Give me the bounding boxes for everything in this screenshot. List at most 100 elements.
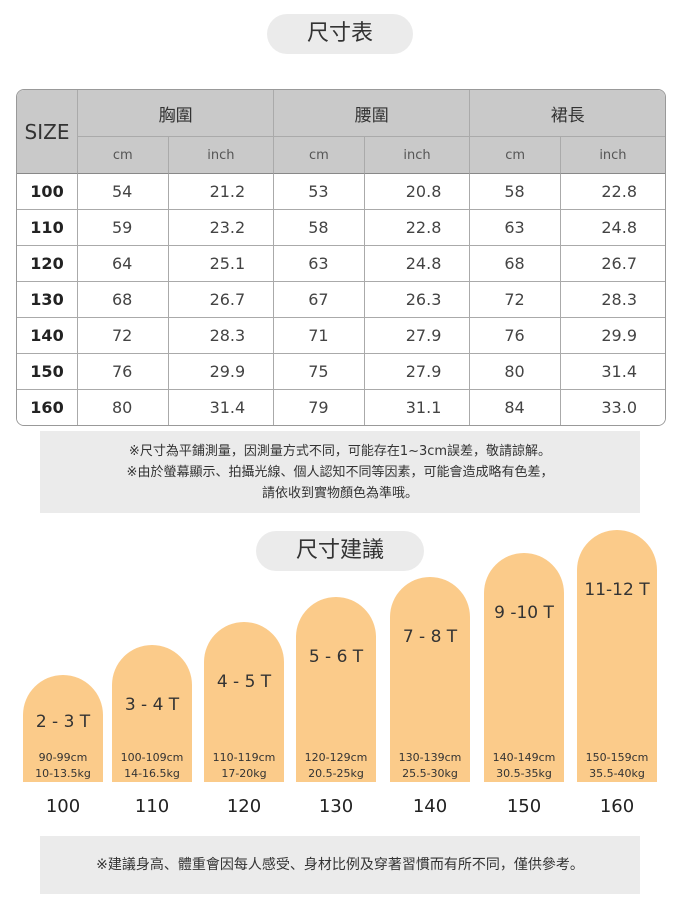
size-advice-bar: 2 - 3 T 90-99cm 10-13.5kg bbox=[23, 675, 103, 782]
inch-cell: 29.9 bbox=[168, 354, 275, 390]
cm-cell: 68 bbox=[78, 282, 169, 318]
age-label: 5 - 6 T bbox=[308, 647, 364, 667]
height-range: 140-149cm bbox=[492, 751, 556, 764]
unit-header: inch bbox=[364, 137, 471, 174]
unit-header: inch bbox=[168, 137, 275, 174]
height-range: 110-119cm bbox=[212, 751, 276, 764]
size-advice-bar: 7 - 8 T 130-139cm 25.5-30kg bbox=[390, 577, 470, 782]
size-axis-label: 100 bbox=[45, 796, 81, 817]
size-cell: 130 bbox=[17, 282, 78, 318]
cm-cell: 76 bbox=[470, 318, 561, 354]
age-label: 3 - 4 T bbox=[124, 695, 180, 715]
size-axis-label: 110 bbox=[134, 796, 170, 817]
size-cell: 110 bbox=[17, 210, 78, 246]
inch-cell: 31.4 bbox=[560, 354, 665, 390]
height-range: 90-99cm bbox=[38, 751, 88, 764]
size-axis-label: 150 bbox=[506, 796, 542, 817]
unit-header: cm bbox=[274, 137, 365, 174]
height-range: 130-139cm bbox=[398, 751, 462, 764]
unit-header: cm bbox=[78, 137, 169, 174]
table-row: 130 68 26.7 67 26.3 72 28.3 bbox=[17, 282, 665, 318]
inch-cell: 25.1 bbox=[168, 246, 275, 282]
size-axis-label: 160 bbox=[599, 796, 635, 817]
inch-cell: 31.1 bbox=[364, 390, 471, 425]
cm-cell: 80 bbox=[78, 390, 169, 425]
inch-cell: 23.2 bbox=[168, 210, 275, 246]
advice-note: ※建議身高、體重會因每人感受、身材比例及穿著習慣而有所不同，僅供參考。 bbox=[40, 836, 640, 894]
inch-cell: 21.2 bbox=[168, 174, 275, 210]
size-cell: 120 bbox=[17, 246, 78, 282]
note-line: ※尺寸為平鋪測量，因測量方式不同，可能存在1~3cm誤差，敬請諒解。 bbox=[128, 444, 552, 459]
skirt-length-header: 裙長 bbox=[470, 90, 665, 137]
cm-cell: 72 bbox=[78, 318, 169, 354]
weight-range: 25.5-30kg bbox=[402, 767, 458, 780]
size-chart-title: 尺寸表 bbox=[267, 14, 413, 54]
weight-range: 17-20kg bbox=[221, 767, 267, 780]
cm-cell: 54 bbox=[78, 174, 169, 210]
inch-cell: 26.3 bbox=[364, 282, 471, 318]
size-advice-bar: 11-12 T 150-159cm 35.5-40kg bbox=[577, 530, 657, 782]
note-line: 請依收到實物顏色為準哦。 bbox=[261, 486, 418, 501]
size-advice-bar: 9 -10 T 140-149cm 30.5-35kg bbox=[484, 553, 564, 782]
cm-cell: 79 bbox=[274, 390, 365, 425]
size-table: SIZE 胸圍 腰圍 裙長 cm inch cm inch cm inch 10… bbox=[16, 89, 666, 426]
cm-cell: 80 bbox=[470, 354, 561, 390]
inch-cell: 22.8 bbox=[560, 174, 665, 210]
inch-cell: 24.8 bbox=[560, 210, 665, 246]
size-axis-label: 120 bbox=[226, 796, 262, 817]
cm-cell: 75 bbox=[274, 354, 365, 390]
table-row: 150 76 29.9 75 27.9 80 31.4 bbox=[17, 354, 665, 390]
cm-cell: 59 bbox=[78, 210, 169, 246]
cm-cell: 63 bbox=[274, 246, 365, 282]
weight-range: 14-16.5kg bbox=[124, 767, 180, 780]
size-advice-bar: 4 - 5 T 110-119cm 17-20kg bbox=[204, 622, 284, 782]
size-cell: 160 bbox=[17, 390, 78, 425]
inch-cell: 31.4 bbox=[168, 390, 275, 425]
inch-cell: 24.8 bbox=[364, 246, 471, 282]
age-label: 9 -10 T bbox=[494, 603, 554, 623]
cm-cell: 67 bbox=[274, 282, 365, 318]
weight-range: 20.5-25kg bbox=[308, 767, 364, 780]
size-axis-label: 130 bbox=[318, 796, 354, 817]
height-range: 100-109cm bbox=[120, 751, 184, 764]
inch-cell: 28.3 bbox=[560, 282, 665, 318]
table-row: 140 72 28.3 71 27.9 76 29.9 bbox=[17, 318, 665, 354]
size-cell: 140 bbox=[17, 318, 78, 354]
inch-cell: 26.7 bbox=[168, 282, 275, 318]
inch-cell: 22.8 bbox=[364, 210, 471, 246]
cm-cell: 64 bbox=[78, 246, 169, 282]
size-cell: 100 bbox=[17, 174, 78, 210]
cm-cell: 63 bbox=[470, 210, 561, 246]
waist-header: 腰圍 bbox=[274, 90, 471, 137]
chest-header: 胸圍 bbox=[78, 90, 275, 137]
measurement-note: ※尺寸為平鋪測量，因測量方式不同，可能存在1~3cm誤差，敬請諒解。 ※由於螢幕… bbox=[40, 431, 640, 513]
inch-cell: 27.9 bbox=[364, 318, 471, 354]
cm-cell: 58 bbox=[274, 210, 365, 246]
age-label: 7 - 8 T bbox=[402, 627, 458, 647]
height-range: 120-129cm bbox=[304, 751, 368, 764]
age-label: 2 - 3 T bbox=[35, 712, 91, 732]
table-row: 100 54 21.2 53 20.8 58 22.8 bbox=[17, 174, 665, 210]
age-label: 4 - 5 T bbox=[216, 672, 272, 692]
size-column-header: SIZE bbox=[17, 90, 78, 174]
inch-cell: 20.8 bbox=[364, 174, 471, 210]
cm-cell: 58 bbox=[470, 174, 561, 210]
inch-cell: 33.0 bbox=[560, 390, 665, 425]
height-range: 150-159cm bbox=[585, 751, 649, 764]
table-row: 120 64 25.1 63 24.8 68 26.7 bbox=[17, 246, 665, 282]
weight-range: 30.5-35kg bbox=[496, 767, 552, 780]
size-advice-bar: 3 - 4 T 100-109cm 14-16.5kg bbox=[112, 645, 192, 782]
inch-cell: 29.9 bbox=[560, 318, 665, 354]
note-line: ※由於螢幕顯示、拍攝光線、個人認知不同等因素，可能會造成略有色差， bbox=[126, 465, 554, 480]
unit-header: cm bbox=[470, 137, 561, 174]
size-advice-title: 尺寸建議 bbox=[256, 531, 424, 571]
cm-cell: 71 bbox=[274, 318, 365, 354]
age-label: 11-12 T bbox=[584, 580, 650, 600]
cm-cell: 72 bbox=[470, 282, 561, 318]
cm-cell: 68 bbox=[470, 246, 561, 282]
cm-cell: 76 bbox=[78, 354, 169, 390]
inch-cell: 28.3 bbox=[168, 318, 275, 354]
size-axis-label: 140 bbox=[412, 796, 448, 817]
table-row: 110 59 23.2 58 22.8 63 24.8 bbox=[17, 210, 665, 246]
size-cell: 150 bbox=[17, 354, 78, 390]
